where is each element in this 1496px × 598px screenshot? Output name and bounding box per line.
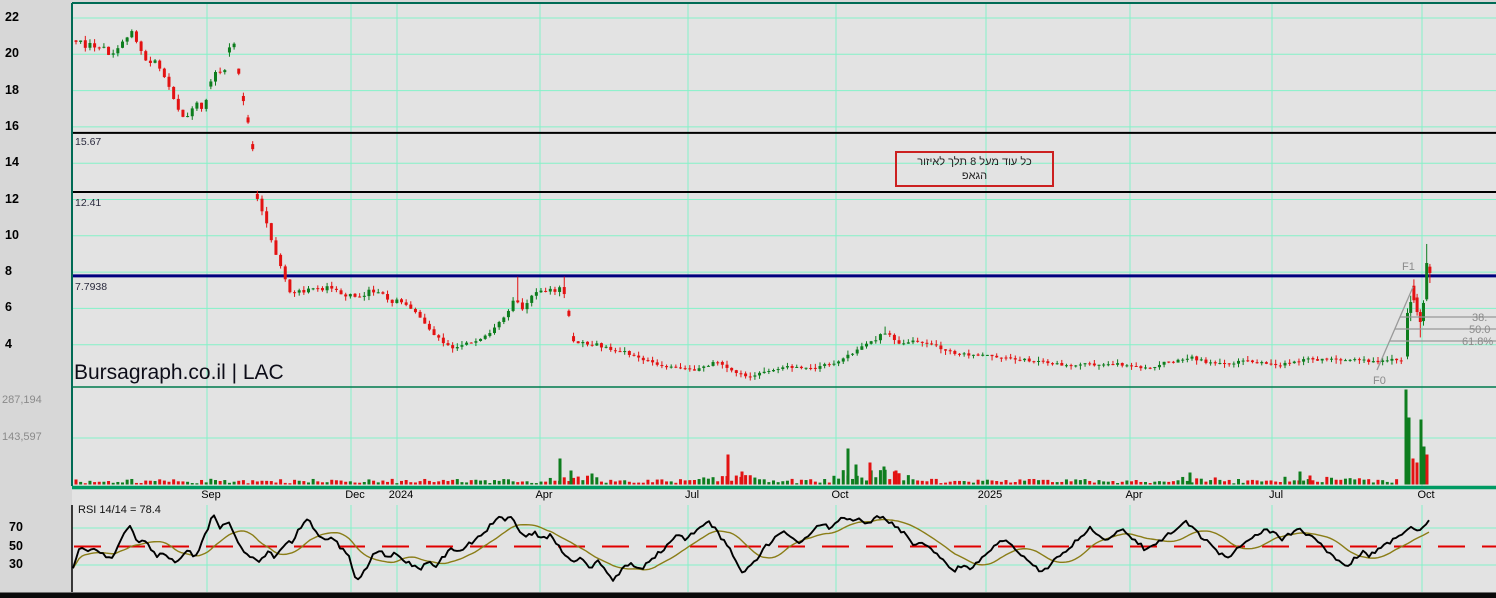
annotation-line-2: הגאפ [961, 170, 988, 182]
annotation-box[interactable]: כל עוד מעל 8 תלך לאיזור הגאפ [895, 151, 1054, 187]
annotation-line-1: כל עוד מעל 8 תלך לאיזור [917, 156, 1032, 168]
plot-background [72, 3, 1496, 592]
candlesticks [74, 29, 1432, 381]
rsi-panel[interactable] [72, 514, 1496, 582]
volume-bars [74, 389, 1429, 485]
fibonacci-retracement[interactable] [1376, 286, 1496, 371]
price-level-lines[interactable] [72, 131, 1496, 388]
gridlines [72, 3, 1496, 592]
